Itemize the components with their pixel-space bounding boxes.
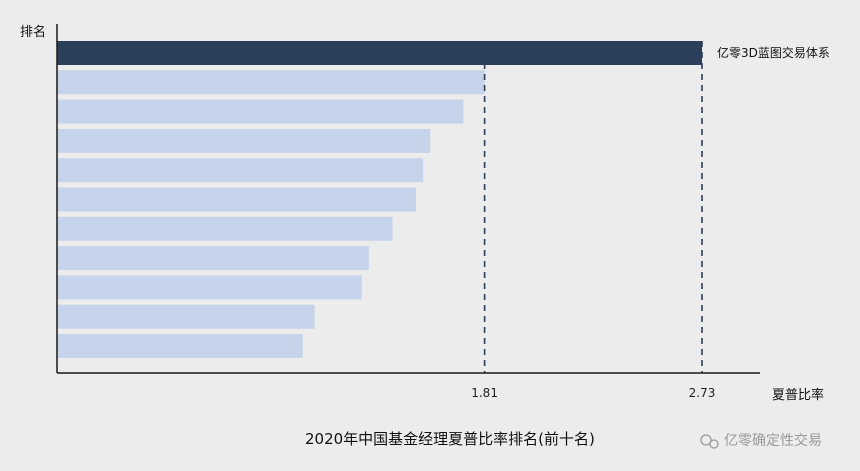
x-tick-label-2: 2.73 [689,386,716,400]
bar-6 [57,187,417,212]
bar-8 [57,246,369,271]
x-tick-label-1: 1.81 [471,386,498,400]
bar-10 [57,304,315,329]
bar-2 [57,70,485,95]
bar-highlight [57,41,702,65]
bar-5 [57,158,424,183]
bar-9 [57,275,362,300]
y-axis-label: 排名 [20,24,46,40]
bar-11 [57,334,303,358]
wechat-icon-small [709,439,719,449]
wechat-icon [700,434,712,446]
bar-4 [57,128,431,153]
highlight-bar-label: 亿零3D蓝图交易体系 [717,45,830,60]
reference-lines-layer: 1.81 2.73 [471,41,715,400]
bars-layer [57,41,702,358]
x-axis-label: 夏普比率 [772,387,824,403]
bar-3 [57,99,464,124]
bar-7 [57,216,393,241]
chart-title: 2020年中国基金经理夏普比率排名(前十名) [305,430,595,448]
watermark: 亿零确定性交易 [700,432,822,449]
watermark-text: 亿零确定性交易 [724,432,822,449]
